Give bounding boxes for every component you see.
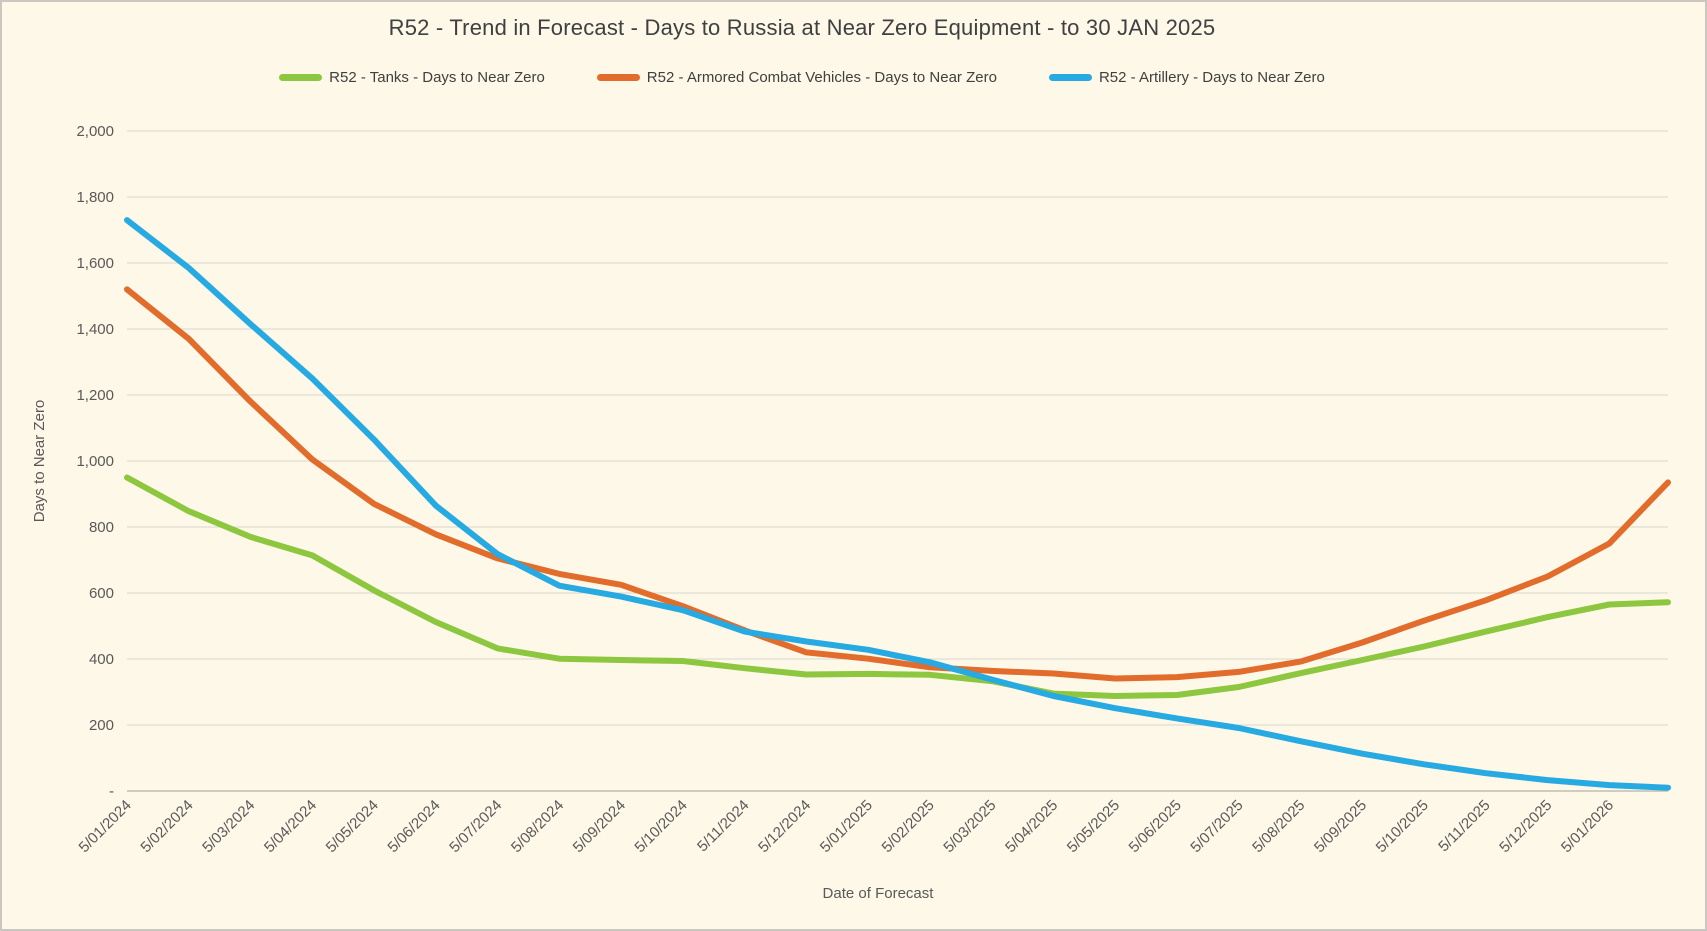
x-tick-label: 5/03/2024 — [199, 797, 258, 856]
x-axis-title: Date of Forecast — [823, 885, 935, 902]
y-tick-label: - — [109, 783, 114, 800]
legend-item-artillery[interactable]: R52 - Artillery - Days to Near Zero — [1048, 69, 1325, 86]
x-tick-label: 5/04/2025 — [1002, 797, 1061, 856]
x-tick-label: 5/05/2025 — [1064, 797, 1123, 856]
series-lines — [124, 217, 1671, 791]
artillery-series-swatch-icon — [1048, 74, 1092, 81]
y-tick-label: 800 — [89, 519, 114, 536]
y-tick-label: 1,200 — [76, 387, 114, 404]
y-tick-label: 400 — [89, 651, 114, 668]
x-tick-label: 5/10/2024 — [631, 797, 690, 856]
y-tick-label: 200 — [89, 717, 114, 734]
legend-label-tanks: R52 - Tanks - Days to Near Zero — [329, 69, 545, 86]
y-tick-label: 1,600 — [76, 255, 114, 272]
tanks-series-swatch-icon — [279, 74, 323, 81]
x-axis-tick-labels: 5/01/2024 5/02/2024 5/03/2024 5/04/2024 5/05… — [76, 797, 1618, 856]
x-tick-label: 5/12/2024 — [755, 797, 814, 856]
chart-title: R52 - Trend in Forecast - Days to Russia… — [388, 15, 1216, 40]
series-line-0 — [124, 474, 1671, 699]
x-tick-label: 5/01/2024 — [76, 797, 135, 856]
legend-label-artillery: R52 - Artillery - Days to Near Zero — [1098, 69, 1325, 86]
y-axis-tick-labels: - 200 400 600 800 1,000 1,200 1,400 1,600 1,800 2,… — [76, 123, 114, 800]
x-tick-label: 5/03/2025 — [940, 797, 999, 856]
gridlines — [127, 130, 1668, 792]
x-tick-label: 5/01/2025 — [817, 797, 876, 856]
x-tick-label: 5/02/2025 — [879, 797, 938, 856]
x-tick-label: 5/11/2024 — [694, 797, 752, 855]
legend-item-armored-combat-vehicles[interactable]: R52 - Armored Combat Vehicles - Days to … — [596, 69, 997, 86]
series-line-2 — [124, 217, 1671, 791]
x-tick-label: 5/09/2024 — [570, 797, 629, 856]
x-tick-label: 5/07/2024 — [446, 797, 505, 856]
x-tick-label: 5/02/2024 — [137, 797, 196, 856]
x-tick-label: 5/04/2024 — [261, 797, 320, 856]
x-tick-label: 5/08/2024 — [508, 797, 567, 856]
y-tick-label: 1,000 — [76, 453, 114, 470]
legend: R52 - Tanks - Days to Near Zero R52 - Ar… — [2, 69, 1602, 86]
x-tick-label: 5/05/2024 — [323, 797, 382, 856]
x-tick-label: 5/08/2025 — [1249, 797, 1308, 856]
legend-label-armored-combat-vehicles: R52 - Armored Combat Vehicles - Days to … — [646, 69, 997, 86]
acv-series-swatch-icon — [596, 74, 640, 81]
x-tick-label: 5/06/2025 — [1126, 797, 1185, 856]
y-tick-label: 1,400 — [76, 321, 114, 338]
x-tick-label: 5/07/2025 — [1187, 797, 1246, 856]
y-tick-label: 1,800 — [76, 189, 114, 206]
series-line-1 — [124, 286, 1671, 682]
x-tick-label: 5/09/2025 — [1311, 797, 1370, 856]
x-tick-label: 5/06/2024 — [384, 797, 443, 856]
x-tick-label: 5/01/2026 — [1558, 797, 1617, 856]
x-tick-label: 5/11/2025 — [1435, 797, 1493, 855]
x-tick-label: 5/10/2025 — [1373, 797, 1432, 856]
x-tick-label: 5/12/2025 — [1496, 797, 1555, 856]
y-axis-title: Days to Near Zero — [31, 400, 48, 523]
y-tick-label: 600 — [89, 585, 114, 602]
y-tick-label: 2,000 — [76, 123, 114, 140]
legend-item-tanks[interactable]: R52 - Tanks - Days to Near Zero — [279, 69, 545, 86]
